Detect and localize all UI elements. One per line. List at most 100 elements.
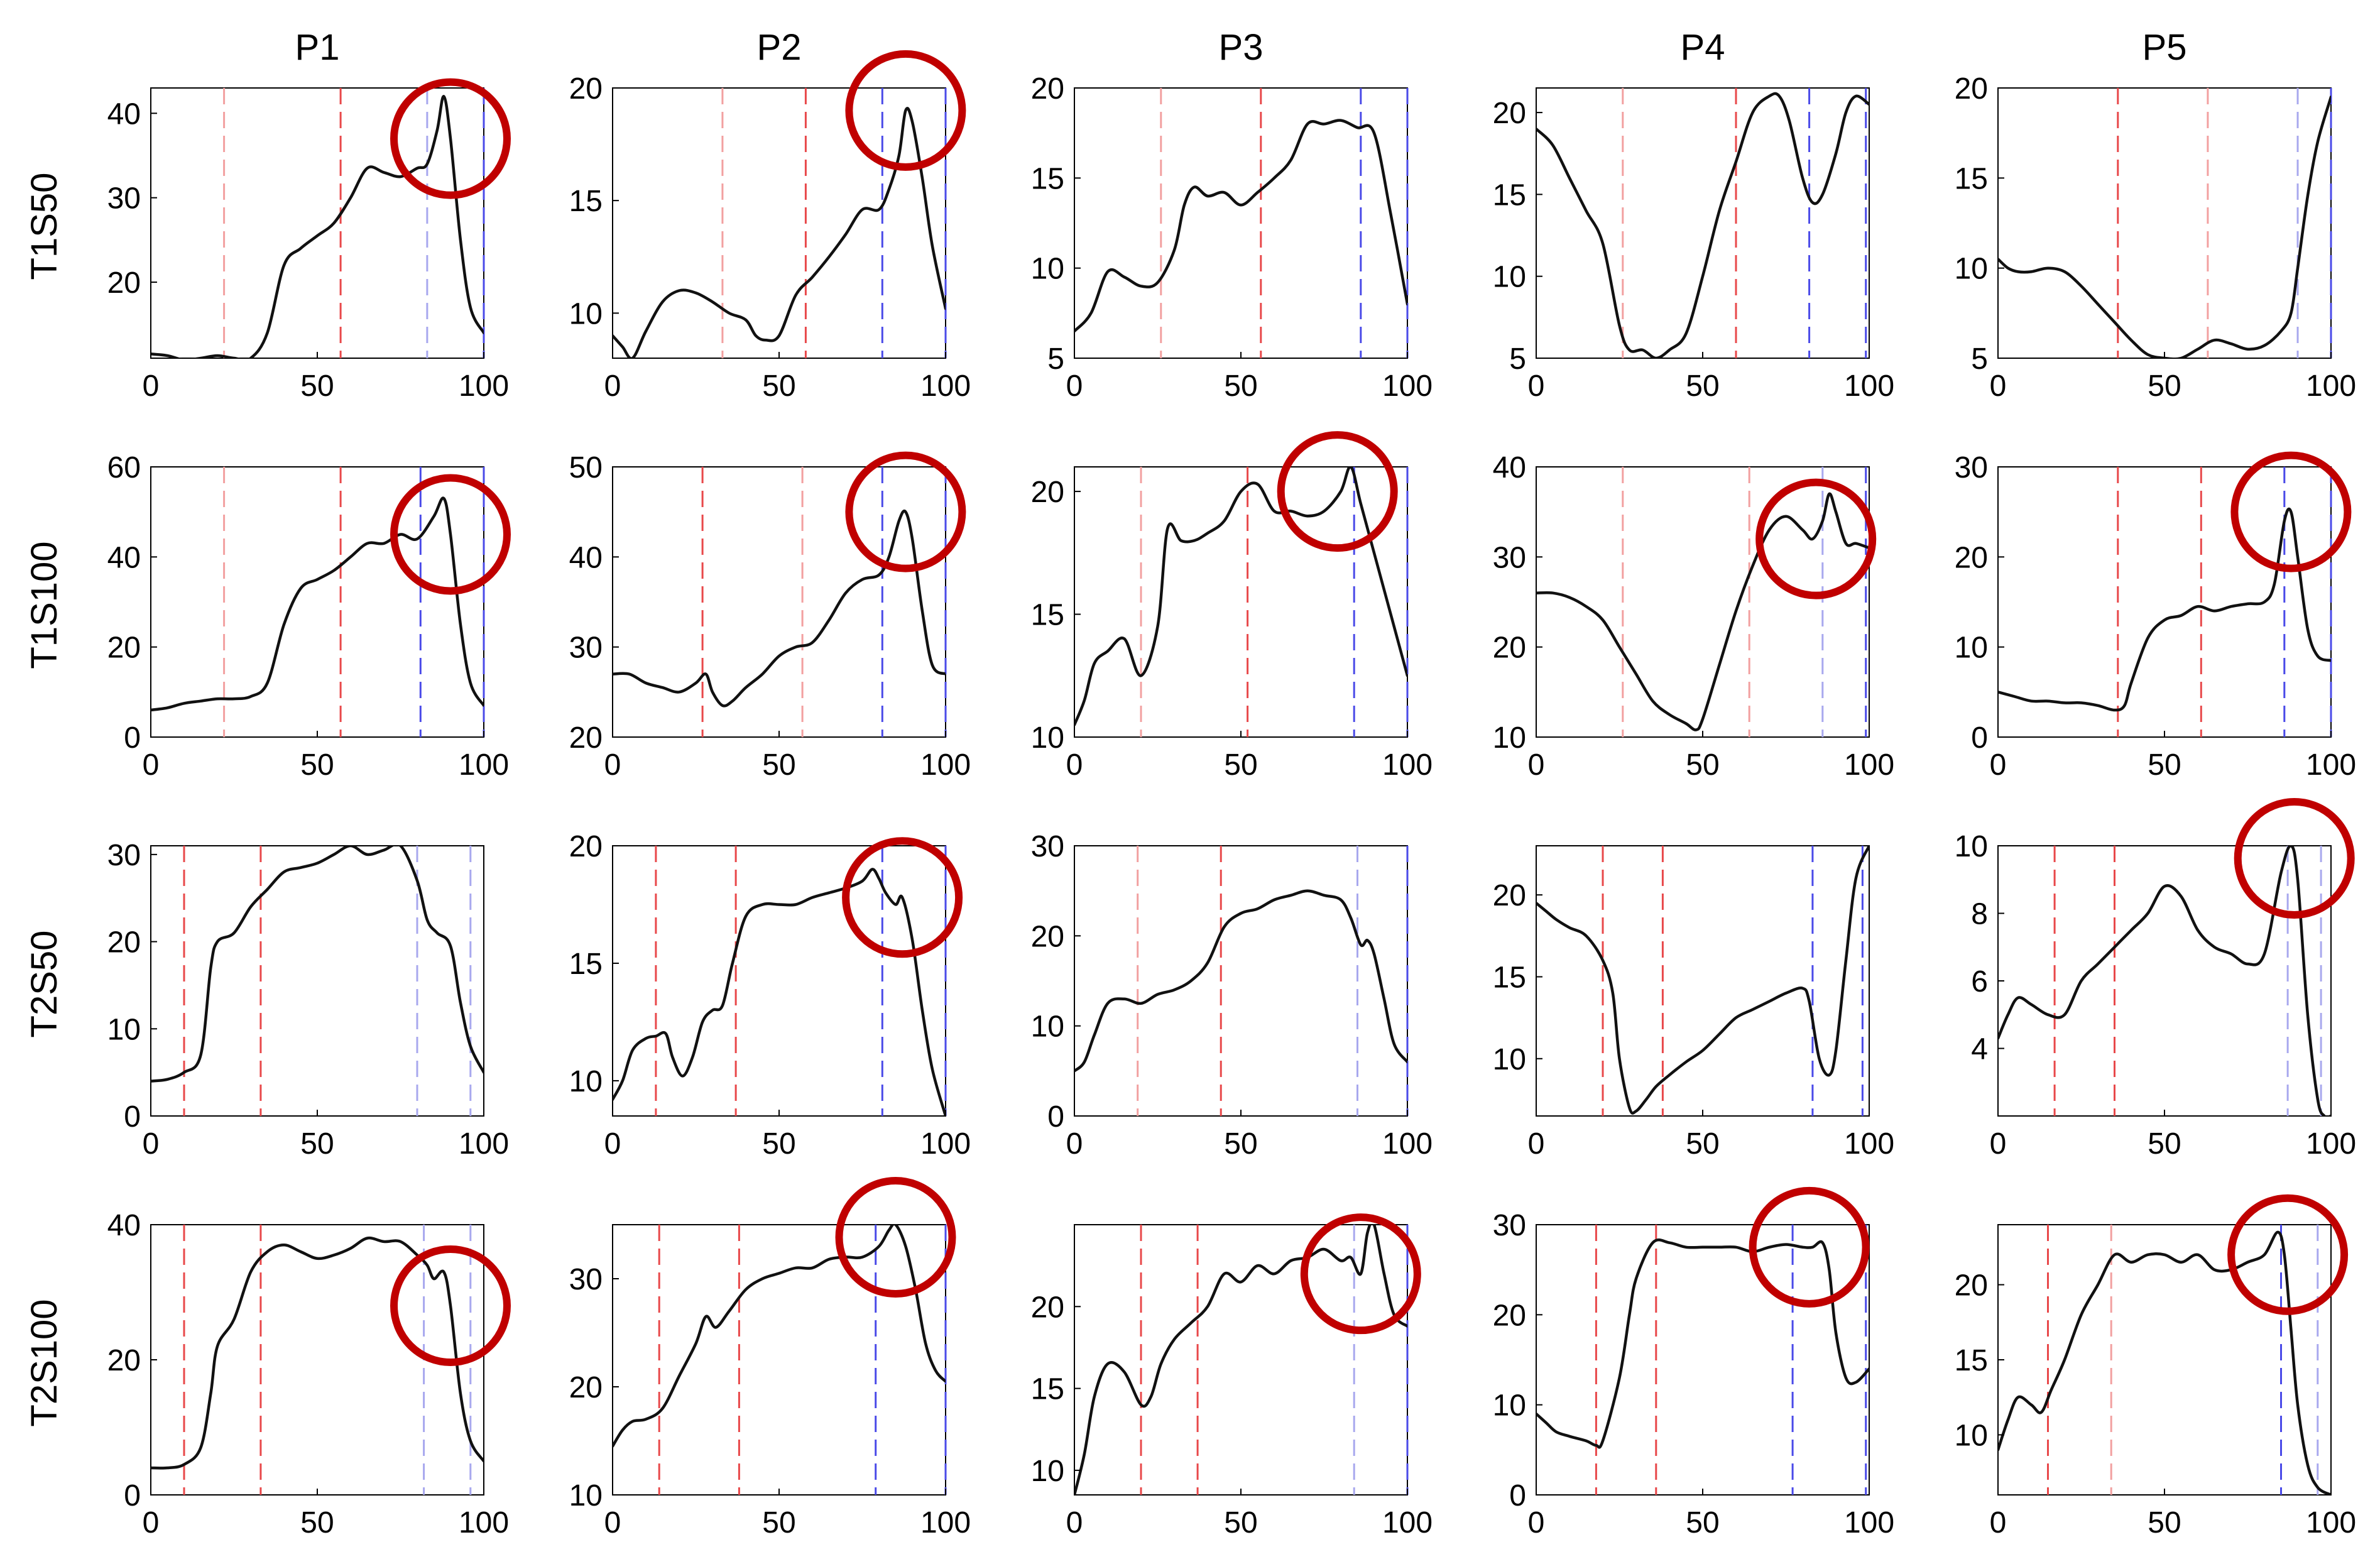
x-tick-label: 0 bbox=[1066, 1127, 1083, 1161]
y-tick-label: 20 bbox=[107, 266, 141, 300]
y-tick-label: 20 bbox=[1493, 879, 1526, 912]
y-tick-label: 15 bbox=[1031, 1373, 1064, 1406]
x-tick-label: 50 bbox=[1686, 1506, 1719, 1539]
panel-t1s100-p1: 0 50 100 0 20 40 60 bbox=[107, 451, 511, 782]
x-tick-label: 100 bbox=[2306, 1127, 2356, 1161]
x-tick-label: 0 bbox=[1528, 369, 1545, 403]
y-tick-label: 30 bbox=[1955, 451, 1988, 484]
y-tick-label: 4 bbox=[1971, 1033, 1988, 1066]
highlight-circle bbox=[835, 1177, 956, 1298]
x-tick-label: 50 bbox=[762, 369, 795, 403]
y-tick-label: 20 bbox=[1493, 1299, 1526, 1332]
axes-box bbox=[150, 845, 484, 1117]
x-tick-label: 0 bbox=[604, 1127, 621, 1161]
y-tick-label: 0 bbox=[124, 1479, 141, 1512]
x-tick-label: 0 bbox=[143, 1127, 160, 1161]
y-tick-label: 20 bbox=[1493, 97, 1526, 130]
panel-t1s50-p4: 0 50 100 5 10 15 20 bbox=[1493, 87, 1894, 403]
highlight-circle bbox=[1300, 1213, 1421, 1335]
series-line bbox=[613, 1225, 946, 1448]
series-line bbox=[1536, 1238, 1869, 1449]
series-line bbox=[1998, 1230, 2331, 1495]
x-tick-label: 0 bbox=[1528, 1506, 1545, 1539]
y-tick-label: 20 bbox=[1955, 541, 1988, 574]
x-tick-label: 0 bbox=[604, 748, 621, 782]
x-tick-label: 100 bbox=[1382, 748, 1433, 782]
x-tick-label: 0 bbox=[1066, 748, 1083, 782]
y-tick-label: 40 bbox=[107, 1209, 141, 1242]
y-tick-label: 0 bbox=[1509, 1479, 1526, 1512]
axes-box bbox=[1074, 466, 1408, 738]
x-tick-label: 100 bbox=[2306, 1506, 2356, 1539]
y-tick-label: 30 bbox=[1031, 830, 1064, 863]
x-tick-label: 50 bbox=[1224, 1127, 1257, 1161]
y-tick-label: 20 bbox=[1031, 1291, 1064, 1324]
y-tick-label: 15 bbox=[1031, 162, 1064, 195]
x-tick-label: 50 bbox=[1686, 748, 1719, 782]
x-tick-label: 100 bbox=[2306, 748, 2356, 782]
x-tick-label: 100 bbox=[1844, 748, 1894, 782]
highlight-circle bbox=[845, 451, 966, 572]
axes-box bbox=[612, 1224, 946, 1496]
y-tick-label: 30 bbox=[1493, 1209, 1526, 1242]
x-tick-label: 100 bbox=[920, 748, 971, 782]
y-tick-label: 40 bbox=[569, 541, 603, 574]
row-title-t1s100: T1S100 bbox=[24, 541, 65, 669]
x-tick-label: 50 bbox=[300, 748, 334, 782]
y-tick-label: 15 bbox=[569, 185, 603, 218]
x-tick-label: 100 bbox=[459, 369, 509, 403]
y-tick-label: 10 bbox=[1031, 1010, 1064, 1044]
axes-box bbox=[612, 87, 946, 359]
x-tick-label: 50 bbox=[1686, 369, 1719, 403]
series-line bbox=[151, 1236, 484, 1470]
x-tick-label: 100 bbox=[1382, 369, 1433, 403]
series-line bbox=[1074, 467, 1407, 726]
y-tick-label: 30 bbox=[569, 1263, 603, 1296]
column-title-p5: P5 bbox=[2143, 27, 2187, 68]
column-title-p3: P3 bbox=[1219, 27, 1264, 68]
y-tick-label: 40 bbox=[107, 97, 141, 131]
series-line bbox=[613, 868, 946, 1116]
x-tick-label: 50 bbox=[762, 748, 795, 782]
x-tick-label: 0 bbox=[1066, 369, 1083, 403]
panel-t1s100-p3: 0 50 100 10 15 20 bbox=[1031, 431, 1433, 782]
y-tick-label: 8 bbox=[1971, 898, 1988, 931]
x-tick-label: 0 bbox=[143, 1506, 160, 1539]
x-tick-label: 0 bbox=[604, 369, 621, 403]
panel-t2s50-p3: 0 50 100 0 10 20 30 bbox=[1031, 830, 1433, 1161]
y-tick-label: 20 bbox=[569, 830, 603, 863]
y-tick-label: 30 bbox=[1493, 541, 1526, 574]
y-tick-label: 5 bbox=[1047, 342, 1064, 376]
y-tick-label: 15 bbox=[1493, 178, 1526, 212]
x-tick-label: 50 bbox=[2148, 1127, 2181, 1161]
y-tick-label: 0 bbox=[124, 721, 141, 755]
panel-t2s100-p3: 0 50 100 10 15 20 bbox=[1031, 1213, 1433, 1539]
y-tick-label: 15 bbox=[1955, 1344, 1988, 1377]
axes-box bbox=[150, 466, 484, 738]
x-tick-label: 50 bbox=[762, 1506, 795, 1539]
y-tick-label: 10 bbox=[1955, 632, 1988, 665]
x-tick-label: 100 bbox=[920, 369, 971, 403]
y-tick-label: 20 bbox=[1955, 1269, 1988, 1303]
series-line bbox=[1536, 492, 1869, 731]
y-tick-label: 10 bbox=[1493, 261, 1526, 294]
x-tick-label: 0 bbox=[604, 1506, 621, 1539]
series-line bbox=[613, 107, 946, 358]
x-tick-label: 100 bbox=[1844, 369, 1894, 403]
y-tick-label: 40 bbox=[1493, 451, 1526, 484]
y-tick-label: 10 bbox=[1955, 1419, 1988, 1452]
y-tick-label: 20 bbox=[1955, 72, 1988, 106]
x-tick-label: 50 bbox=[2148, 1506, 2181, 1539]
y-tick-label: 15 bbox=[1031, 599, 1064, 632]
y-tick-label: 5 bbox=[1971, 342, 1988, 376]
column-title-p1: P1 bbox=[295, 27, 340, 68]
highlight-circle bbox=[2234, 798, 2355, 919]
highlight-circle bbox=[390, 474, 511, 595]
y-tick-label: 10 bbox=[1031, 253, 1064, 286]
highlight-circle bbox=[1277, 431, 1398, 552]
y-tick-label: 10 bbox=[1031, 721, 1064, 755]
panel-t2s100-p5: 0 50 100 10 15 20 bbox=[1955, 1194, 2356, 1539]
highlight-circle bbox=[1749, 1186, 1870, 1308]
x-tick-label: 100 bbox=[459, 1127, 509, 1161]
